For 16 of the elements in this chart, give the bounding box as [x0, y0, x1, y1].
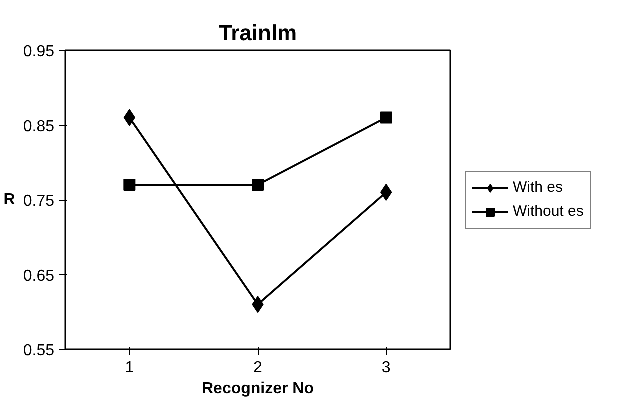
- legend-label: With es: [513, 179, 564, 196]
- legend-label: Without es: [513, 203, 584, 220]
- x-axis-title: Recognizer No: [202, 380, 314, 398]
- x-tick-label: 2: [254, 360, 263, 376]
- y-tick-label: 0.55: [23, 342, 55, 360]
- y-tick-label: 0.95: [23, 44, 55, 60]
- point: [252, 179, 264, 192]
- point: [380, 112, 392, 124]
- x-tick-label: 1: [125, 360, 134, 376]
- point: [124, 179, 136, 192]
- y-axis-title: R: [4, 192, 16, 208]
- y-tick-label: 0.85: [23, 118, 55, 136]
- y-tick-label: 0.75: [23, 193, 55, 210]
- chart-title: Trainlm: [218, 20, 298, 46]
- y-tick-label: 0.65: [23, 268, 55, 285]
- x-tick-label: 3: [382, 360, 391, 376]
